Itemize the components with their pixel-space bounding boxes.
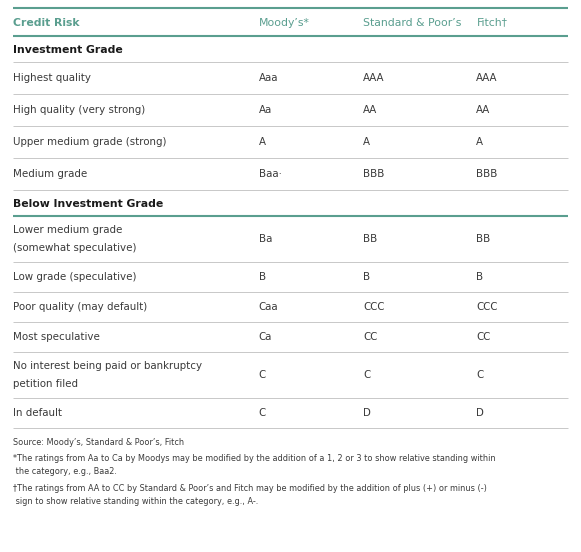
Text: Ba: Ba [259, 234, 272, 244]
Text: petition filed: petition filed [13, 379, 78, 389]
Text: A: A [476, 137, 483, 147]
Text: Upper medium grade (strong): Upper medium grade (strong) [13, 137, 166, 147]
Text: B: B [259, 272, 266, 282]
Text: A: A [363, 137, 370, 147]
Text: †The ratings from AA to CC by Standard & Poor’s and Fitch may be modified by the: †The ratings from AA to CC by Standard &… [13, 484, 487, 506]
Text: CCC: CCC [363, 302, 385, 312]
Text: *The ratings from Aa to Ca by Moodys may be modified by the addition of a 1, 2 o: *The ratings from Aa to Ca by Moodys may… [13, 454, 496, 475]
Text: D: D [363, 408, 371, 418]
Text: (somewhat speculative): (somewhat speculative) [13, 243, 137, 253]
Text: CC: CC [363, 332, 378, 342]
Text: Medium grade: Medium grade [13, 169, 87, 179]
Text: D: D [476, 408, 485, 418]
Text: Poor quality (may default): Poor quality (may default) [13, 302, 147, 312]
Text: BBB: BBB [363, 169, 385, 179]
Text: BB: BB [363, 234, 378, 244]
Text: In default: In default [13, 408, 62, 418]
Text: C: C [259, 370, 266, 380]
Text: No interest being paid or bankruptcy: No interest being paid or bankruptcy [13, 361, 202, 371]
Text: Source: Moody’s, Standard & Poor’s, Fitch: Source: Moody’s, Standard & Poor’s, Fitc… [13, 438, 184, 447]
Text: Below Investment Grade: Below Investment Grade [13, 199, 163, 209]
Text: CC: CC [476, 332, 491, 342]
Text: Caa: Caa [259, 302, 278, 312]
Text: Investment Grade: Investment Grade [13, 45, 123, 55]
Text: Aaa: Aaa [259, 73, 278, 83]
Text: C: C [363, 370, 370, 380]
Text: BB: BB [476, 234, 491, 244]
Text: Standard & Poor’s: Standard & Poor’s [363, 18, 461, 28]
Text: Baa·: Baa· [259, 169, 281, 179]
Text: High quality (very strong): High quality (very strong) [13, 105, 145, 115]
Text: AAA: AAA [476, 73, 498, 83]
Text: AA: AA [476, 105, 491, 115]
Text: Credit Risk: Credit Risk [13, 18, 79, 28]
Text: Lower medium grade: Lower medium grade [13, 225, 122, 235]
Text: BBB: BBB [476, 169, 498, 179]
Text: Most speculative: Most speculative [13, 332, 100, 342]
Text: Aa: Aa [259, 105, 272, 115]
Text: Ca: Ca [259, 332, 272, 342]
Text: AAA: AAA [363, 73, 385, 83]
Text: Fitch†: Fitch† [476, 18, 507, 28]
Text: Moody’s*: Moody’s* [259, 18, 310, 28]
Text: AA: AA [363, 105, 378, 115]
Text: CCC: CCC [476, 302, 498, 312]
Text: C: C [259, 408, 266, 418]
Text: B: B [363, 272, 370, 282]
Text: C: C [476, 370, 483, 380]
Text: A: A [259, 137, 266, 147]
Text: Highest quality: Highest quality [13, 73, 91, 83]
Text: B: B [476, 272, 483, 282]
Text: Low grade (speculative): Low grade (speculative) [13, 272, 137, 282]
